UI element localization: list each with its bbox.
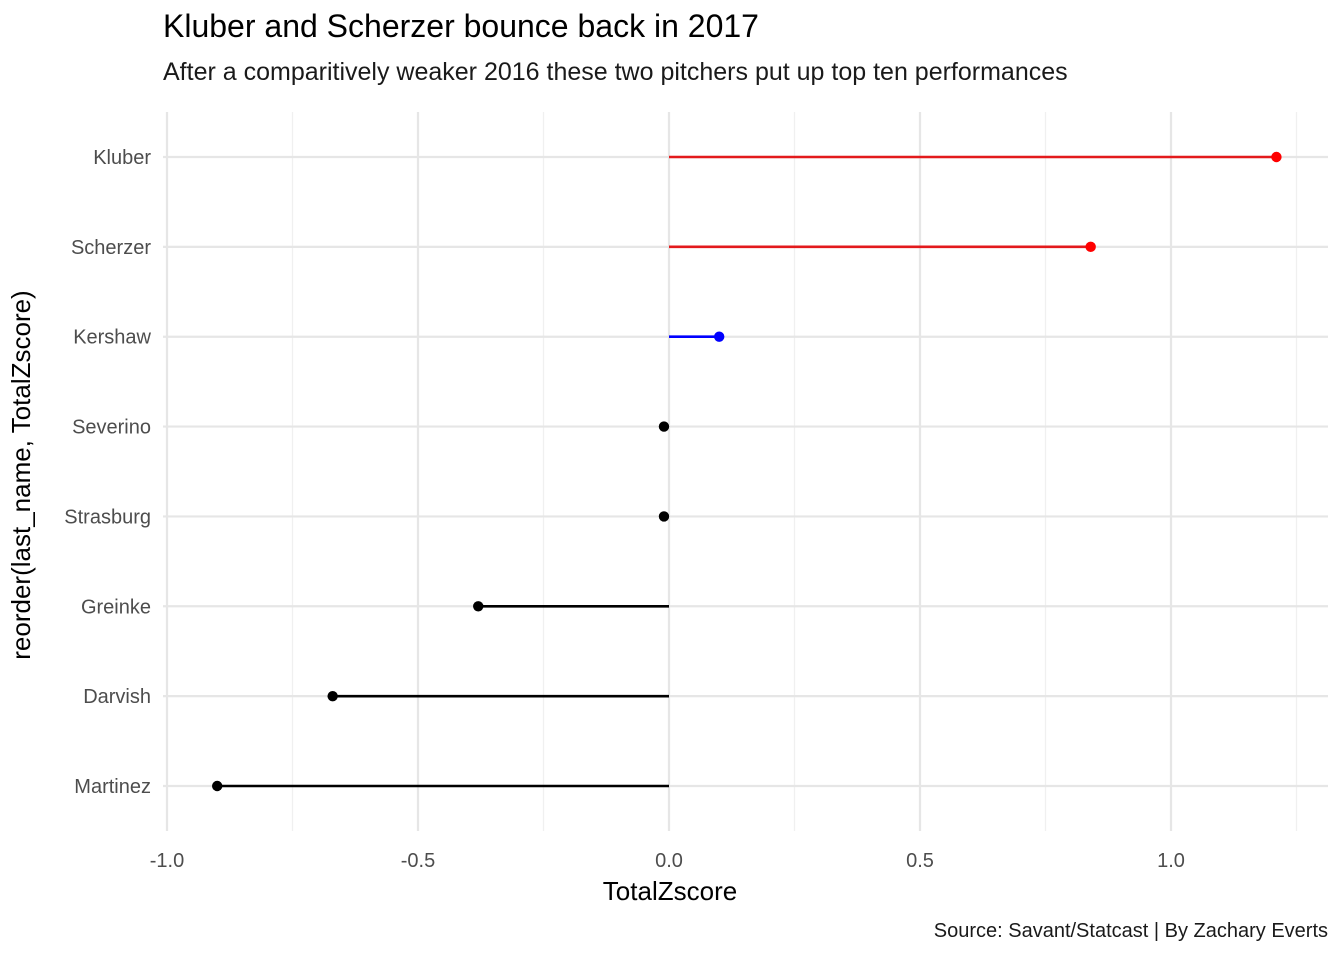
y-tick-label: Strasburg — [64, 506, 151, 528]
y-tick-label: Kershaw — [73, 327, 151, 349]
point-martinez — [212, 780, 223, 792]
lollipop-points — [212, 151, 1282, 792]
y-tick-label: Severino — [72, 417, 151, 439]
x-tick-label: -1.0 — [150, 850, 184, 872]
y-tick-label: Greinke — [81, 596, 151, 618]
chart-subtitle: After a comparitively weaker 2016 these … — [163, 58, 1068, 86]
point-severino — [658, 421, 670, 432]
point-kershaw — [714, 331, 725, 342]
point-kluber — [1271, 151, 1282, 163]
y-tick-label: Scherzer — [71, 237, 151, 259]
point-greinke — [473, 601, 484, 612]
y-tick-labels: Kluber Scherzer Kershaw Severino Strasburg Gr… — [64, 147, 151, 798]
y-tick-label: Kluber — [93, 147, 151, 169]
point-darvish — [327, 690, 338, 702]
lollipop-segments — [217, 155, 1277, 788]
x-tick-label: 0.5 — [906, 850, 934, 872]
chart-title: Kluber and Scherzer bounce back in 2017 — [163, 8, 759, 44]
x-tick-labels: -1.0 -0.5 0.0 0.5 1.0 — [150, 850, 1185, 872]
x-tick-label: -0.5 — [401, 850, 435, 872]
y-tick-label: Darvish — [83, 686, 151, 708]
point-strasburg — [658, 511, 670, 522]
x-tick-label: 0.0 — [655, 850, 683, 872]
x-tick-label: 1.0 — [1157, 850, 1185, 872]
point-scherzer — [1085, 241, 1096, 253]
y-tick-label: Martinez — [74, 776, 151, 798]
chart-caption: Source: Savant/Statcast | By Zachary Eve… — [933, 920, 1328, 942]
minor-gridlines — [291, 112, 1298, 831]
y-axis-label: reorder(last_name, TotalZscore) — [6, 290, 36, 660]
major-gridlines — [163, 112, 1328, 831]
x-axis-label: TotalZscore — [602, 876, 738, 906]
